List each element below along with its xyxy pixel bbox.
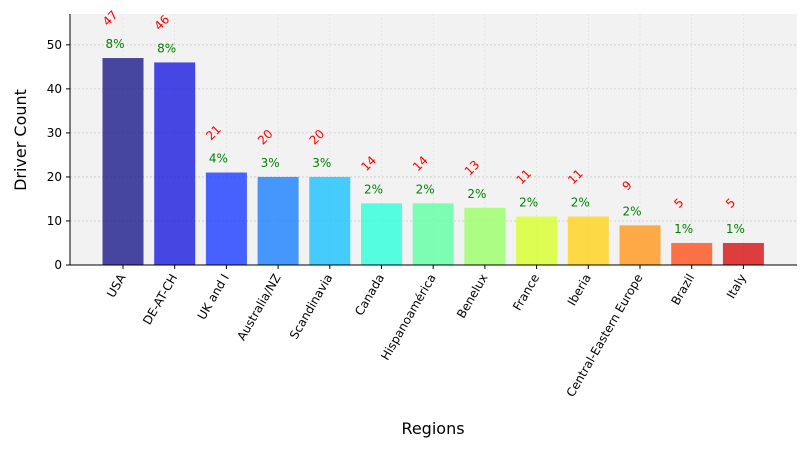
percent-label: 2% <box>364 182 383 196</box>
y-axis-title: Driver Count <box>11 89 30 191</box>
bar <box>154 62 196 265</box>
y-tick-label: 40 <box>47 82 62 96</box>
x-tick-label: Canada <box>352 272 387 319</box>
bar <box>722 242 764 265</box>
y-tick-labels: 0 10 20 30 40 50 <box>47 38 62 272</box>
percent-label: 3% <box>312 156 331 170</box>
percent-label: 4% <box>209 152 228 166</box>
y-tick-label: 20 <box>47 170 62 184</box>
y-tick-label: 50 <box>47 38 62 52</box>
y-tick-label: 0 <box>54 258 62 272</box>
percent-label: 1% <box>726 222 745 236</box>
bar <box>309 176 351 265</box>
percent-label: 3% <box>261 156 280 170</box>
x-tick-label: Australia/NZ <box>234 272 283 343</box>
bar <box>205 172 247 265</box>
percent-label: 1% <box>674 222 693 236</box>
x-tick-label: USA <box>104 271 129 300</box>
x-tick-label: Iberia <box>565 272 594 309</box>
bar <box>567 216 609 265</box>
bar <box>516 216 558 265</box>
bar <box>102 58 144 265</box>
x-tick-label: Italy <box>724 272 749 302</box>
percent-label: 2% <box>416 182 435 196</box>
percent-label: 2% <box>467 187 486 201</box>
x-tick-label: DE-AT-CH <box>140 272 180 328</box>
x-tick-label: Hispanoamérica <box>378 272 439 363</box>
axes <box>66 14 797 269</box>
x-tick-label: UK and I <box>195 272 232 323</box>
bar <box>464 207 506 265</box>
bar <box>671 242 713 265</box>
percent-label: 2% <box>622 204 641 218</box>
bar <box>361 203 402 265</box>
x-tick-labels: USA DE-AT-CH UK and I Australia/NZ Scandinav… <box>104 271 749 400</box>
percent-label: 8% <box>157 41 176 55</box>
percent-label: 2% <box>571 196 590 210</box>
x-tick-label: Brazil <box>668 272 697 308</box>
x-tick-label: France <box>510 272 542 314</box>
percent-label: 8% <box>105 37 124 51</box>
bar <box>412 203 454 265</box>
bars <box>102 58 764 265</box>
x-axis-title: Regions <box>401 419 464 438</box>
x-tick-label: Benelux <box>454 272 490 321</box>
bar <box>619 225 661 265</box>
x-tick-label: Scandinavia <box>287 272 336 342</box>
y-tick-label: 10 <box>47 214 62 228</box>
y-tick-label: 30 <box>47 126 62 140</box>
bar <box>257 176 299 265</box>
percent-label: 2% <box>519 196 538 210</box>
